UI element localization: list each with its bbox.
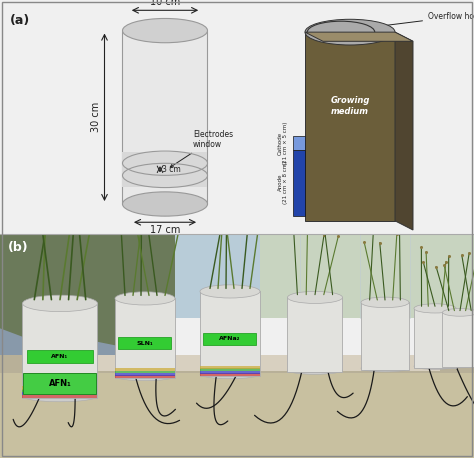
Bar <box>305 32 395 221</box>
Bar <box>288 297 343 372</box>
Ellipse shape <box>200 285 260 298</box>
Ellipse shape <box>22 391 98 402</box>
Bar <box>122 31 208 204</box>
Text: SLN₁: SLN₁ <box>137 341 154 346</box>
FancyBboxPatch shape <box>24 373 97 394</box>
Bar <box>30 355 440 371</box>
Ellipse shape <box>22 295 98 311</box>
Polygon shape <box>395 32 413 230</box>
Bar <box>115 375 175 378</box>
Ellipse shape <box>200 370 260 379</box>
Bar <box>115 373 175 376</box>
Bar <box>0 355 474 373</box>
Text: 3 cm: 3 cm <box>162 165 181 174</box>
Text: 30 cm: 30 cm <box>91 102 101 132</box>
Text: Cathode
(21 cm × 5 cm): Cathode (21 cm × 5 cm) <box>278 121 288 165</box>
Ellipse shape <box>288 291 343 304</box>
Text: (b): (b) <box>8 240 28 254</box>
Text: Anode
(21 cm × 8 cm): Anode (21 cm × 8 cm) <box>278 161 288 204</box>
Text: Overflow hole: Overflow hole <box>376 12 474 27</box>
Bar <box>115 299 175 378</box>
Ellipse shape <box>305 19 395 45</box>
Ellipse shape <box>115 292 175 305</box>
Text: (a): (a) <box>10 14 30 27</box>
Ellipse shape <box>288 366 343 374</box>
FancyBboxPatch shape <box>27 350 93 363</box>
Bar <box>443 312 474 367</box>
FancyBboxPatch shape <box>118 337 172 349</box>
Ellipse shape <box>414 304 456 313</box>
Bar <box>414 308 456 368</box>
Bar <box>293 136 305 150</box>
Bar <box>115 368 175 371</box>
Polygon shape <box>0 234 175 348</box>
Ellipse shape <box>414 363 456 370</box>
Ellipse shape <box>361 365 409 372</box>
Bar <box>200 373 260 376</box>
Bar <box>22 395 98 398</box>
Ellipse shape <box>115 372 175 381</box>
Bar <box>260 234 474 318</box>
Bar <box>293 150 305 216</box>
Text: AFN₁: AFN₁ <box>49 379 72 388</box>
Text: AFN₁: AFN₁ <box>51 354 69 359</box>
Bar <box>122 152 208 186</box>
Bar <box>22 303 98 398</box>
Bar <box>0 358 474 458</box>
Ellipse shape <box>361 297 409 308</box>
Bar <box>0 234 474 318</box>
Polygon shape <box>305 32 413 41</box>
Bar <box>0 234 175 358</box>
Ellipse shape <box>122 18 208 43</box>
Bar <box>200 291 260 376</box>
Bar <box>22 392 98 395</box>
Ellipse shape <box>122 192 208 216</box>
Ellipse shape <box>443 309 474 316</box>
Ellipse shape <box>312 22 379 42</box>
Bar <box>200 368 260 371</box>
Bar <box>361 302 409 370</box>
Text: 10 cm: 10 cm <box>150 0 180 7</box>
Text: AFNa₂: AFNa₂ <box>219 337 241 341</box>
Bar <box>200 365 260 369</box>
Bar <box>22 389 98 393</box>
FancyBboxPatch shape <box>203 333 256 345</box>
Text: Growing
medium: Growing medium <box>330 96 370 116</box>
Bar <box>200 371 260 374</box>
Bar <box>115 371 175 373</box>
Text: 17 cm: 17 cm <box>150 225 180 235</box>
Ellipse shape <box>443 363 474 368</box>
Text: Electrodes
window: Electrodes window <box>170 130 233 167</box>
Bar <box>22 386 98 390</box>
